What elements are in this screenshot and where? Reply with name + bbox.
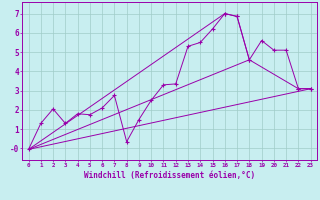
- X-axis label: Windchill (Refroidissement éolien,°C): Windchill (Refroidissement éolien,°C): [84, 171, 255, 180]
